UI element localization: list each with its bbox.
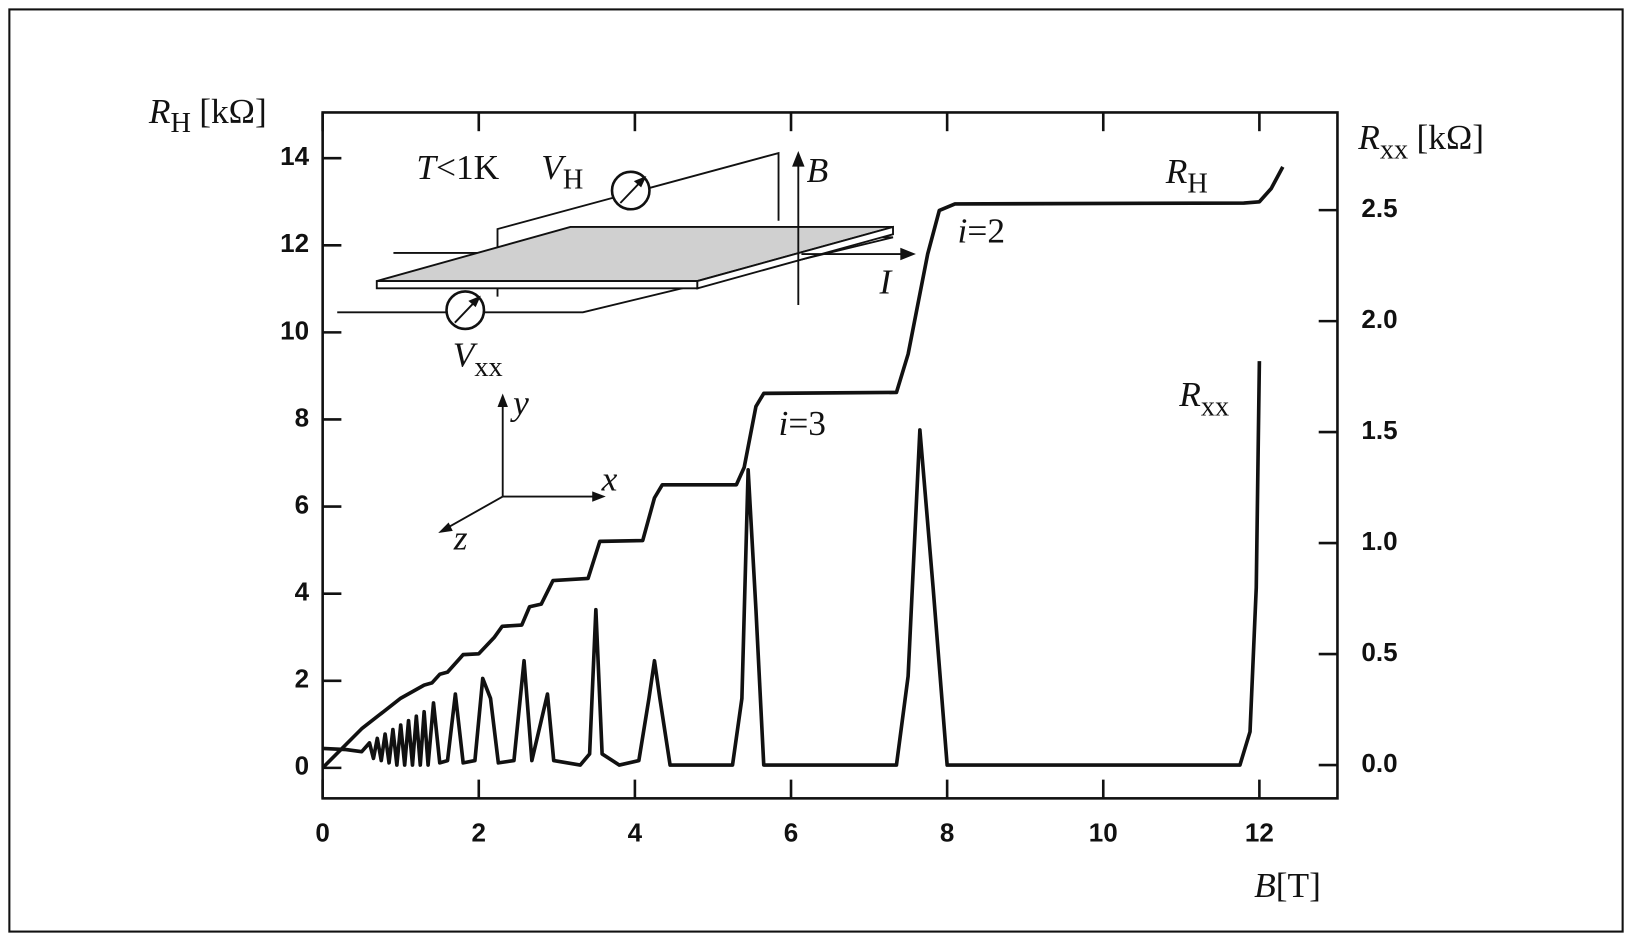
annotation-main: B: [807, 150, 829, 190]
x-tick-label: 2: [472, 818, 486, 848]
annotation: i=3: [779, 403, 826, 443]
y2-tick-label: 1.5: [1361, 415, 1397, 445]
inset-diagram: [337, 150, 916, 533]
y2-tick-label: 2.0: [1361, 304, 1397, 334]
x-tick-label: 4: [628, 818, 643, 848]
annotation-rest: <1K: [436, 147, 500, 187]
y2-tick-label: 0.5: [1361, 637, 1397, 667]
y-axis-label-unit: [kΩ]: [199, 91, 267, 131]
series-label-main: R: [1178, 374, 1201, 414]
y-tick-label: 10: [280, 315, 309, 345]
annotation: x: [601, 458, 618, 498]
x-axis-label-unit: [T]: [1276, 865, 1321, 905]
frame: [8, 8, 1624, 933]
annotation-sub: xx: [474, 352, 502, 383]
y2-tick-label: 1.0: [1361, 526, 1397, 556]
plot-frame: [321, 111, 1339, 800]
x-axis-label: B[T]: [1254, 865, 1321, 905]
annotation-main: i: [958, 211, 968, 251]
annotation: I: [878, 262, 893, 302]
y-tick-label: 6: [295, 489, 309, 519]
series-line: [321, 166, 1285, 770]
y2-axis-label-unit: [kΩ]: [1416, 117, 1484, 157]
annotation: i=2: [958, 211, 1005, 251]
annotation-main: i: [779, 403, 789, 443]
annotation-rest: =3: [788, 403, 826, 443]
annotation: y: [510, 382, 529, 422]
annotation-main: x: [601, 458, 618, 498]
annotation: T<1K: [416, 147, 499, 187]
x-tick-label: 6: [784, 818, 798, 848]
y2-tick-label: 0.0: [1361, 748, 1397, 778]
y2-axis-label-sub: xx: [1380, 134, 1408, 165]
series-line: [322, 361, 1262, 767]
y-tick-label: 14: [280, 141, 309, 171]
annotation-main: y: [510, 382, 529, 422]
y-axis-label-main: R: [148, 91, 171, 131]
y2-tick-label: 2.5: [1361, 193, 1397, 223]
x-tick-label: 12: [1245, 818, 1274, 848]
annotation-main: z: [453, 518, 468, 558]
annotation: z: [453, 518, 468, 558]
y-tick-label: 4: [295, 577, 310, 607]
series-label-sub: xx: [1201, 391, 1229, 422]
series-label-sub: H: [1187, 169, 1207, 200]
y-axis-label: RH [kΩ]: [148, 91, 267, 139]
annotation-main: I: [878, 262, 893, 302]
y2-axis-label-main: R: [1357, 117, 1380, 157]
x-tick-label: 8: [940, 818, 954, 848]
x-tick-label: 10: [1089, 818, 1118, 848]
annotation-rest: =2: [967, 211, 1005, 251]
y-axis-label-sub: H: [170, 108, 190, 139]
annotation-sub: H: [563, 164, 583, 195]
x-axis-label-main: B: [1254, 865, 1276, 905]
y-tick-label: 8: [295, 402, 309, 432]
annotation-main: T: [416, 147, 438, 187]
series-label-main: R: [1165, 151, 1188, 191]
x-tick-label: 0: [315, 818, 329, 848]
y-tick-label: 0: [295, 751, 309, 781]
y-tick-label: 12: [280, 228, 309, 258]
series-label: RH: [1165, 151, 1208, 199]
y2-axis-label: Rxx [kΩ]: [1357, 117, 1484, 165]
y-tick-label: 2: [295, 664, 309, 694]
annotation: B: [807, 150, 829, 190]
series-label: Rxx: [1178, 374, 1229, 422]
